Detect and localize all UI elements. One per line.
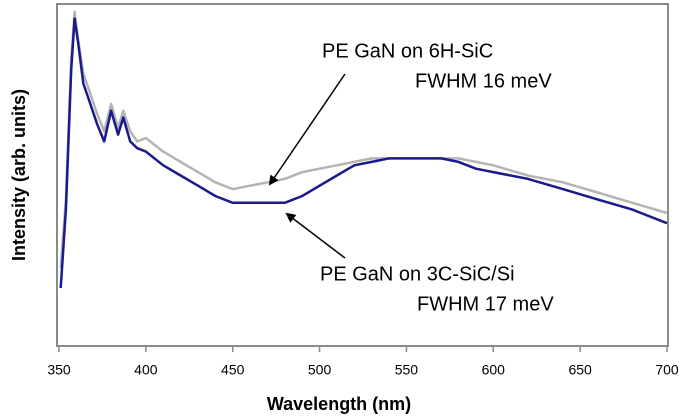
plot-frame [56, 3, 669, 347]
x-tick-label: 550 [395, 362, 419, 378]
series-line [59, 10, 668, 268]
y-axis-label: Intensity (arb. units) [9, 89, 29, 261]
annotation: FWHM 16 meV [415, 70, 552, 92]
x-tick-label: 600 [482, 362, 506, 378]
x-axis-label: Wavelength (nm) [267, 394, 411, 414]
arrow [285, 212, 346, 259]
x-tick-label: 500 [308, 362, 332, 378]
x-tick-label: 700 [655, 362, 679, 378]
annotation: PE GaN on 3C-SiC/Si [320, 263, 515, 285]
annotation: PE GaN on 6H-SiC [322, 40, 493, 62]
x-tick-label: 650 [568, 362, 592, 378]
x-tick-label: 350 [47, 362, 71, 378]
series-line [59, 17, 668, 289]
x-tick-label: 450 [221, 362, 245, 378]
plot-area [59, 10, 668, 289]
annotation: FWHM 17 meV [417, 293, 554, 315]
x-tick-label: 400 [134, 362, 158, 378]
arrow [268, 73, 346, 186]
